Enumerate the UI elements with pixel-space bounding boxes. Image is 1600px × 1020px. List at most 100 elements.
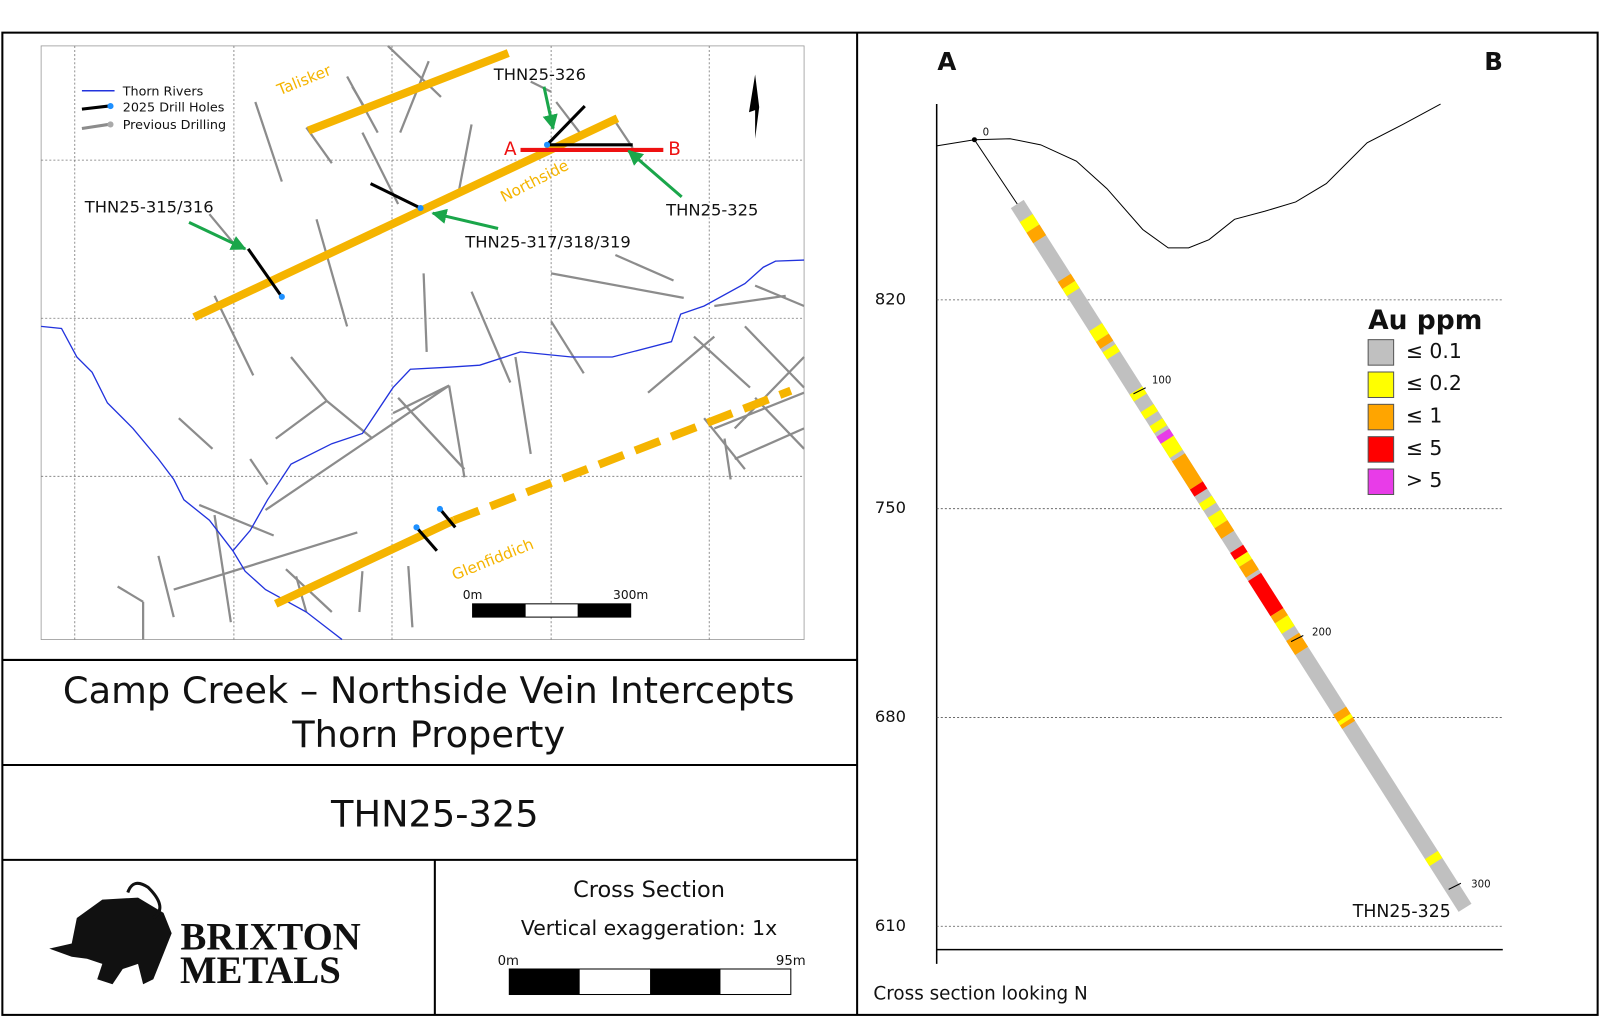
footer: Cross section looking N [873,984,1087,1005]
legend-label: Thorn Rivers [122,84,204,99]
assay-interval [1140,403,1159,420]
section-title: Cross Section [573,877,725,903]
assay-interval [1207,509,1228,529]
collar [971,137,977,143]
assay-interval [1156,428,1174,444]
legend-title: Au ppm [1368,305,1482,336]
assay-interval [1230,544,1248,561]
collars [278,141,551,531]
previous-drilling [117,45,805,640]
legend-swatch [1367,371,1395,399]
vein-label: Glenfiddich [449,535,536,584]
scale-label: 300m [613,588,648,602]
assay-interval [1189,481,1208,497]
hole-id: THN25-325 [330,793,539,836]
assay-interval [1026,224,1047,244]
legend-swatch [107,121,114,128]
arrows [188,86,683,251]
cross-section: A B 0 100 200 300 THN25-325 Cross sectio… [873,47,1502,1004]
scale-bar [650,969,721,995]
assay-interval [1270,608,1288,624]
vein-label: Northside [497,156,571,206]
assay-interval [1089,323,1109,342]
logo: BRIXTON METALS [49,881,361,992]
drill-holes-2025 [246,105,633,552]
north-arrow [749,74,760,139]
section-end: B [668,139,681,160]
assay-interval [1149,418,1168,434]
assay-interval [1102,344,1120,360]
legend-swatch [107,103,114,110]
assay-interval [1160,435,1183,458]
scale-label: 0m [498,954,519,969]
scale-label: 0m [463,588,483,602]
assay-interval [1198,495,1217,511]
hole-label: THN25-325 [665,201,758,220]
scale-bar [472,603,526,618]
depth-label: 200 [1312,627,1331,638]
elevation-label: 680 [875,707,906,726]
legend-label: ≤ 0.2 [1406,371,1462,395]
elevation-label: 820 [875,289,906,308]
legend-swatch [1367,403,1395,431]
veins [192,49,793,608]
title: Thorn Property [291,713,565,756]
section-end: B [1484,47,1503,76]
assay-interval [1286,632,1309,656]
depth-label: 300 [1471,879,1490,890]
legend-swatch [1367,436,1395,463]
legend-swatch [1367,339,1395,366]
legend-label: ≤ 1 [1406,404,1443,428]
legend-label: 2025 Drill Holes [123,101,225,116]
depth-tick [1448,882,1462,890]
outer-frame [1,31,1599,1016]
elevation-label: 750 [875,498,906,517]
logo-text: METALS [180,949,341,992]
hole-label: THN25-315/316 [84,198,214,217]
assay-interval [1337,713,1353,726]
elevation-label: 610 [875,916,906,935]
scale-label: 95m [776,954,806,969]
depth-label: 0 [983,128,989,139]
legend-label: Previous Drilling [123,118,226,133]
logo-text: BRIXTON [181,915,361,958]
section-end: A [504,139,517,160]
assay-interval [1214,520,1235,539]
map-frame [40,45,805,640]
legend-swatch [1367,468,1395,496]
map-grid [41,45,805,640]
depth-tick [1290,635,1304,643]
river [41,259,805,641]
legend-label: > 5 [1406,468,1443,492]
hole-label: THN25-317/318/319 [464,232,630,251]
scale-bar [509,969,580,995]
assay-interval [1239,558,1259,578]
depth-label: 100 [1152,375,1171,386]
legend-swatch [81,122,109,131]
title: Camp Creek – Northside Vein Intercepts [63,669,795,712]
assay-interval [1425,850,1443,867]
assay-interval [1057,273,1076,290]
hole-label: THN25-325 [1352,902,1451,922]
assay-interval [1095,333,1114,349]
legend-swatch [81,104,109,111]
scale-bar [577,603,631,618]
depth-tick [1133,387,1146,395]
topography [936,103,1441,249]
exaggeration: Vertical exaggeration: 1x [521,916,777,940]
collar-trace [973,139,1018,205]
legend-label: ≤ 5 [1406,436,1443,460]
legend-label: ≤ 0.1 [1406,339,1462,363]
assay-interval [1019,213,1040,233]
vein-label: Talisker [274,61,335,100]
assay-interval [1234,551,1253,568]
map: Thorn Rivers 2025 Drill Holes Previous D… [40,45,805,641]
assay-interval [1062,280,1080,297]
assay-interval [1248,572,1284,617]
section-end: A [937,47,956,76]
assay-interval [1274,615,1295,634]
assay-interval [1129,386,1147,402]
hole-label: THN25-326 [493,65,586,84]
assay-interval [1172,453,1203,490]
